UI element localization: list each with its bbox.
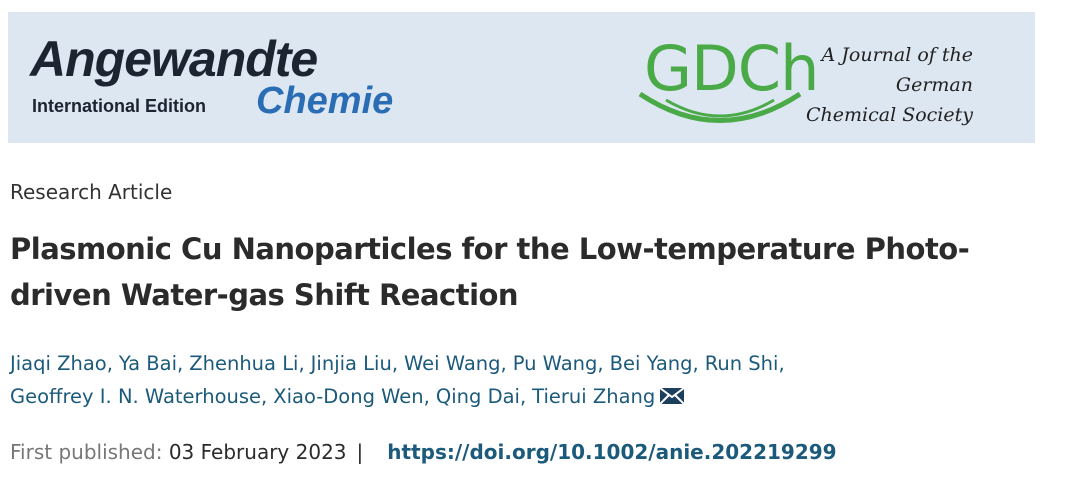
society-logo: GDCh (644, 32, 819, 105)
author-name[interactable]: Geoffrey I. N. Waterhouse, (10, 385, 268, 408)
email-icon[interactable] (659, 387, 686, 405)
publication-info: First published: 03 February 2023 | https:… (10, 440, 837, 464)
article-type: Research Article (10, 180, 173, 204)
title-line: driven Water-gas Shift Reaction (10, 278, 519, 312)
society-line: German (895, 74, 973, 96)
society-line: A Journal of the (821, 44, 973, 66)
author-name[interactable]: Bei Yang, (609, 352, 699, 375)
society-text: A Journal of the German Chemical Society (806, 40, 973, 130)
author-name[interactable]: Xiao-Dong Wen, (273, 385, 430, 408)
society-line: Chemical Society (806, 104, 973, 126)
separator: | (356, 440, 364, 464)
journal-subname: Chemie (256, 80, 394, 122)
gdch-arc (638, 91, 802, 123)
published-date: 03 February 2023 (168, 440, 347, 464)
journal-name: Angewandte (30, 31, 318, 87)
author-name[interactable]: Zhenhua Li, (189, 352, 305, 375)
doi-link[interactable]: https://doi.org/10.1002/anie.202219299 (387, 440, 837, 464)
author-line: Jiaqi Zhao, Ya Bai, Zhenhua Li, Jinjia Liu,… (10, 352, 791, 375)
journal-edition: International Edition (32, 96, 206, 116)
author-name[interactable]: Wei Wang, (404, 352, 507, 375)
author-name[interactable]: Qing Dai, (435, 385, 527, 408)
author-name[interactable]: Pu Wang, (512, 352, 604, 375)
author-name[interactable]: Run Shi, (704, 352, 785, 375)
author-name[interactable]: Jiaqi Zhao, (10, 352, 113, 375)
author-name[interactable]: Jinjia Liu, (310, 352, 399, 375)
author-name[interactable]: Ya Bai, (118, 352, 184, 375)
journal-banner: Angewandte International Edition Chemie … (8, 12, 1035, 143)
published-label: First published: (10, 440, 163, 464)
author-name[interactable]: Tierui Zhang (532, 385, 656, 408)
author-line: Geoffrey I. N. Waterhouse, Xiao-Dong Wen,… (10, 385, 686, 408)
title-line: Plasmonic Cu Nanoparticles for the Low-t… (10, 232, 970, 266)
